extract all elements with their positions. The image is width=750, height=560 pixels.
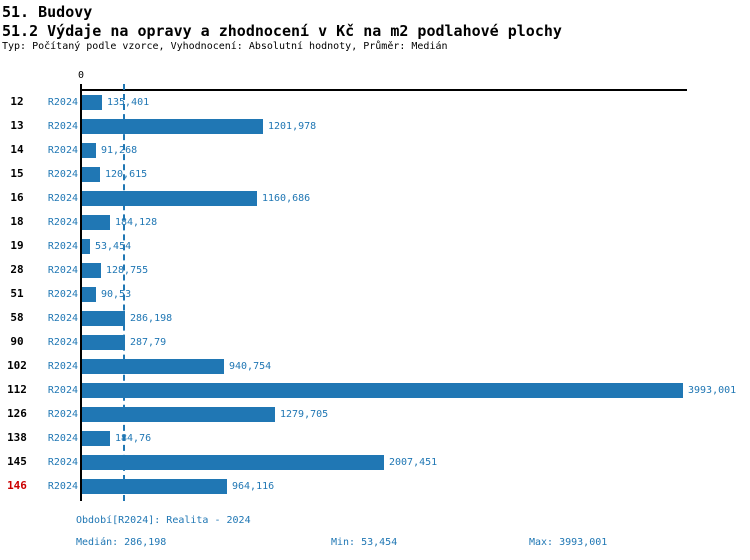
row-value-label: 184,76	[115, 433, 152, 444]
row-series-label: R2024	[47, 361, 78, 372]
row-bar	[82, 119, 263, 134]
row-bar	[82, 479, 227, 494]
row-series-label: R2024	[47, 193, 78, 204]
row-value-label: 286,198	[130, 313, 173, 324]
row-value-label: 128,755	[106, 265, 149, 276]
row-bar	[82, 359, 224, 374]
row-series-label: R2024	[47, 289, 78, 300]
row-series-label: R2024	[47, 97, 78, 108]
row-value-label: 53,454	[95, 241, 132, 252]
row-series-label: R2024	[47, 241, 78, 252]
row-category-label: 18	[10, 215, 24, 228]
row-series-label: R2024	[47, 265, 78, 276]
footer-max: Max: 3993,001	[529, 537, 608, 548]
row-value-label: 1279,705	[280, 409, 329, 420]
row-value-label: 184,128	[115, 217, 158, 228]
row-category-label: 12	[10, 95, 24, 108]
row-bar	[82, 455, 384, 470]
value-axis-line	[80, 84, 82, 501]
row-bar	[82, 263, 101, 278]
row-series-label: R2024	[47, 337, 78, 348]
row-value-label: 91,268	[101, 145, 138, 156]
row-category-label: 112	[7, 383, 27, 396]
row-category-label: 126	[7, 407, 27, 420]
row-category-label: 14	[10, 143, 24, 156]
top-axis-line	[80, 89, 687, 91]
row-series-label: R2024	[47, 385, 78, 396]
row-category-label: 19	[10, 239, 24, 252]
row-series-label: R2024	[47, 169, 78, 180]
row-series-label: R2024	[47, 409, 78, 420]
row-value-label: 2007,451	[389, 457, 438, 468]
row-series-label: R2024	[47, 217, 78, 228]
median-reference-line	[123, 84, 125, 501]
chart-subtitle: Typ: Počítaný podle vzorce, Vyhodnocení:…	[2, 41, 448, 52]
row-series-label: R2024	[47, 433, 78, 444]
row-bar	[82, 215, 110, 230]
row-bar	[82, 311, 125, 326]
row-value-label: 135,401	[107, 97, 150, 108]
row-bar	[82, 95, 102, 110]
row-bar	[82, 239, 90, 254]
row-bar	[82, 191, 257, 206]
row-category-label: 145	[7, 455, 27, 468]
footer-period: Období[R2024]: Realita - 2024	[76, 515, 251, 526]
row-series-label: R2024	[47, 121, 78, 132]
row-value-label: 940,754	[229, 361, 272, 372]
row-category-label: 51	[10, 287, 24, 300]
row-series-label: R2024	[47, 481, 78, 492]
row-bar	[82, 167, 100, 182]
row-series-label: R2024	[47, 457, 78, 468]
row-value-label: 287,79	[130, 337, 167, 348]
row-category-label: 102	[7, 359, 27, 372]
row-value-label: 90,53	[101, 289, 132, 300]
report-title: 51. Budovy	[2, 3, 93, 21]
row-value-label: 3993,001	[688, 385, 737, 396]
row-series-label: R2024	[47, 313, 78, 324]
row-category-label: 58	[10, 311, 24, 324]
row-value-label: 120,615	[105, 169, 148, 180]
row-category-label: 146	[7, 479, 27, 492]
row-bar	[82, 287, 96, 302]
row-bar	[82, 143, 96, 158]
footer-min: Min: 53,454	[331, 537, 398, 548]
row-value-label: 964,116	[232, 481, 275, 492]
row-category-label: 90	[10, 335, 24, 348]
row-bar	[82, 407, 275, 422]
row-category-label: 28	[10, 263, 24, 276]
row-value-label: 1160,686	[262, 193, 311, 204]
footer-median: Medián: 286,198	[76, 537, 167, 548]
row-series-label: R2024	[47, 145, 78, 156]
row-category-label: 16	[10, 191, 24, 204]
row-bar	[82, 383, 683, 398]
row-category-label: 15	[10, 167, 24, 180]
row-value-label: 1201,978	[268, 121, 317, 132]
row-bar	[82, 335, 125, 350]
row-category-label: 13	[10, 119, 24, 132]
chart-title: 51.2 Výdaje na opravy a zhodnocení v Kč …	[2, 22, 562, 40]
axis-zero-label: 0	[77, 70, 85, 81]
row-category-label: 138	[7, 431, 27, 444]
row-bar	[82, 431, 110, 446]
